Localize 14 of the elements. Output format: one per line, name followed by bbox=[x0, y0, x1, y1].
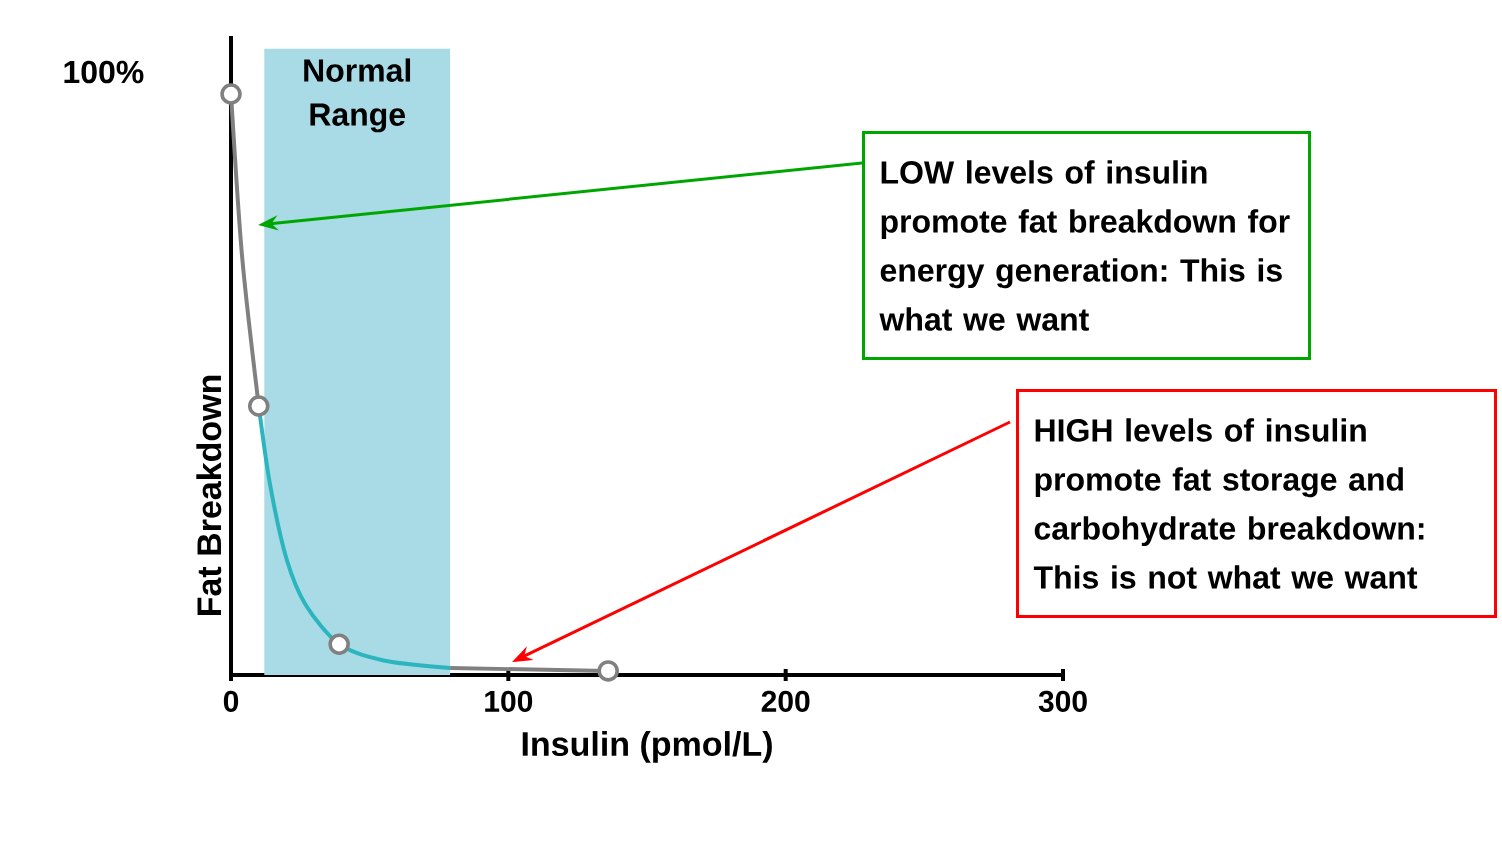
point bbox=[328, 633, 350, 655]
annotation: LOW levels of insulin promote fat breakdown for energy generation: This is what we want bbox=[879, 160, 1290, 331]
point bbox=[220, 83, 242, 105]
x-tick-label: 100 bbox=[485, 690, 533, 712]
point bbox=[247, 395, 270, 417]
x-axis-title: Insulin (pmol/L) bbox=[522, 731, 772, 763]
x-tick-label: 300 bbox=[1038, 690, 1087, 712]
annotation: HIGH levels of insulin promote fat storage and carbohydrate breakdown: This is not what we want bbox=[1033, 418, 1424, 589]
x-tick-label: 200 bbox=[761, 690, 810, 712]
x-tick-label: 0 bbox=[223, 690, 239, 712]
band-label: Normal Range bbox=[304, 58, 411, 133]
point bbox=[597, 660, 619, 682]
y-axis-title: Fat Breakdown bbox=[196, 375, 222, 616]
text: 100% bbox=[64, 60, 144, 84]
